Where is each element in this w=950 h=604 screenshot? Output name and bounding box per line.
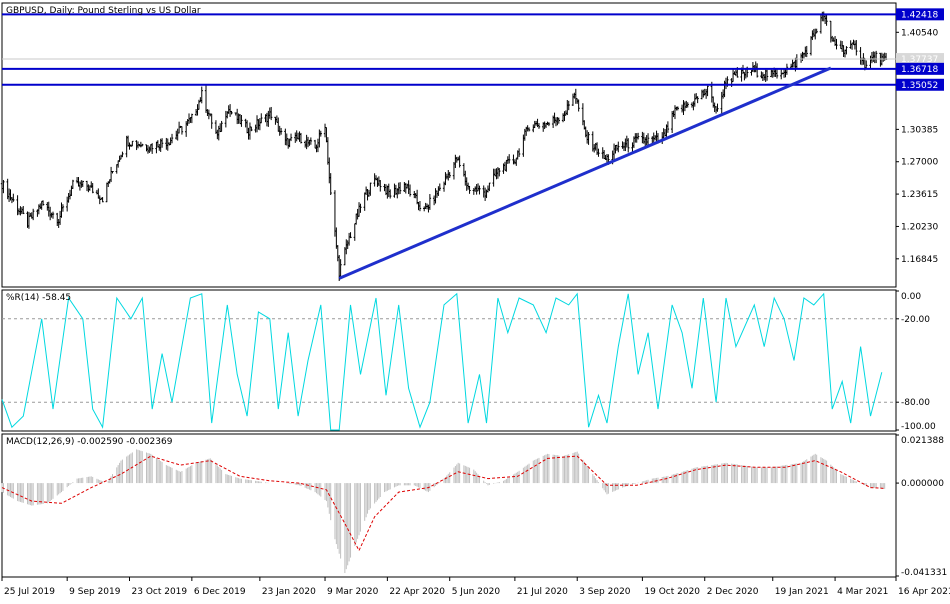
price-axis-label: 1.20230	[901, 222, 938, 232]
x-axis-label: 19 Oct 2020	[644, 587, 700, 597]
macd-axis-label: 0.021388	[901, 436, 944, 446]
williams-axis-label: -80.00	[901, 398, 930, 408]
macd-panel	[1, 433, 897, 578]
x-axis-label: 9 Mar 2020	[327, 587, 379, 597]
williams-axis-label: -100.00	[901, 422, 936, 432]
x-axis-label: 23 Oct 2019	[132, 587, 188, 597]
price-axis-label: 1.40540	[901, 28, 938, 38]
x-axis-label: 4 Mar 2021	[837, 587, 888, 597]
x-axis-label: 25 Jul 2019	[4, 587, 55, 597]
current-price-label: 1.37737	[901, 55, 938, 65]
price-panel	[1, 2, 897, 288]
williams-axis-label: -20.00	[901, 315, 930, 325]
williams-panel	[1, 289, 897, 432]
level-price-label: 1.42418	[901, 10, 938, 20]
x-axis-label: 3 Sep 2020	[579, 587, 631, 597]
x-axis-label: 22 Apr 2020	[389, 587, 445, 597]
williams-panel-title: %R(14) -58.45	[6, 293, 71, 303]
x-axis-label: 9 Sep 2019	[69, 587, 121, 597]
price-axis-label: 1.30385	[901, 125, 938, 135]
williams-line	[1, 292, 883, 431]
level-price-label: 1.35052	[901, 81, 938, 91]
level-price-label: 1.36718	[901, 65, 938, 75]
price-axis-label: 1.23615	[901, 190, 938, 200]
x-axis-label: 23 Jan 2020	[262, 587, 316, 597]
level-price-label-bg	[896, 78, 944, 91]
price-axis-label: 1.16845	[901, 255, 938, 265]
x-axis-label: 6 Dec 2019	[194, 587, 246, 597]
williams-axis-label: 0.00	[901, 292, 921, 302]
level-price-label-bg	[896, 62, 944, 75]
macd-panel-title: MACD(12,26,9) -0.002590 -0.002369	[6, 437, 173, 447]
current-price-label-bg	[896, 53, 944, 66]
macd-axis-label: 0.000000	[901, 479, 944, 489]
x-axis-label: 19 Jan 2021	[775, 587, 829, 597]
x-axis-label: 21 Jul 2020	[517, 587, 568, 597]
price-axis-label: 1.27000	[901, 158, 938, 168]
x-axis-label: 5 Jun 2020	[452, 587, 501, 597]
macd-signal-line	[1, 455, 885, 552]
x-axis-label: 2 Dec 2020	[707, 587, 759, 597]
price-panel-title: GBPUSD, Daily: Pound Sterling vs US Doll…	[6, 6, 201, 16]
level-price-label-bg	[896, 8, 944, 21]
support-trendline	[338, 66, 832, 280]
macd-axis-label: -0.041331	[901, 568, 947, 578]
x-axis-label: 16 Apr 2021	[898, 587, 950, 597]
